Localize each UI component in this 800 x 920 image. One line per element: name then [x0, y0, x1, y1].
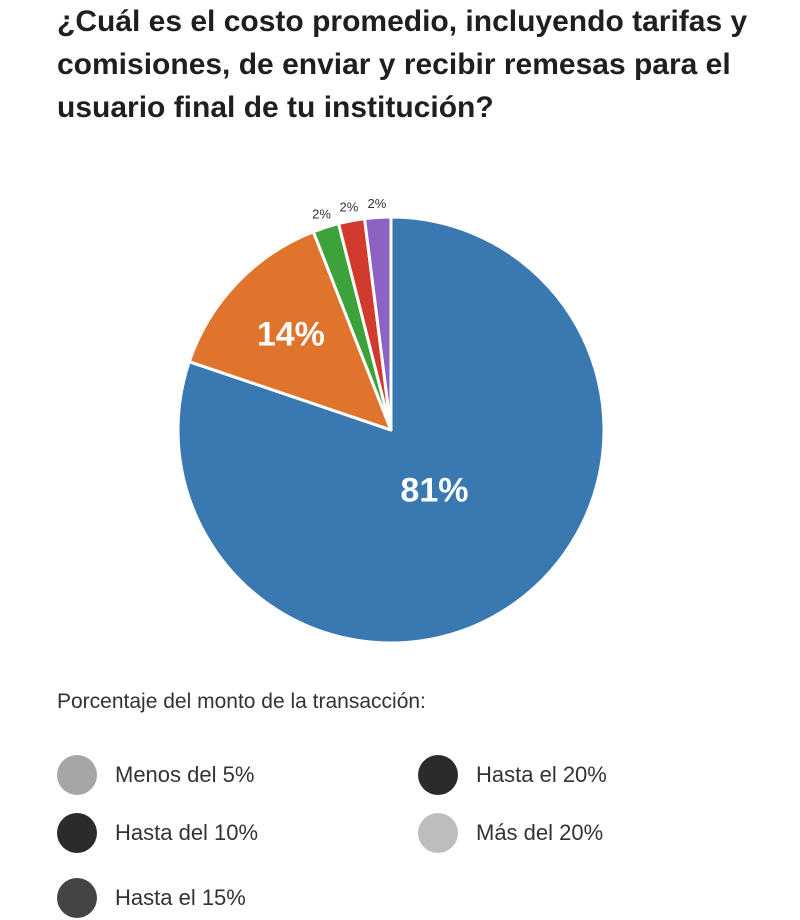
legend-swatch	[57, 878, 97, 918]
legend-label: Hasta el 15%	[115, 885, 246, 910]
legend-item-menos-del-5: Menos del 5%	[57, 755, 254, 795]
legend-item-hasta-el-20: Hasta el 20%	[418, 755, 607, 795]
legend-item-mas-del-20: Más del 20%	[418, 813, 603, 853]
pie-slice-label-3: 2%	[339, 199, 358, 214]
legend-label: Más del 20%	[476, 820, 604, 845]
legend-label: Hasta el 20%	[476, 762, 607, 787]
legend-swatch	[57, 755, 97, 795]
legend-item-hasta-del-10: Hasta del 10%	[57, 813, 258, 853]
legend-title: Porcentaje del monto de la transacción:	[57, 690, 426, 713]
legend-swatch	[418, 755, 458, 795]
legend-swatch	[57, 813, 97, 853]
pie-slice-label-1: 14%	[257, 315, 325, 353]
legend-label: Hasta del 10%	[115, 820, 259, 845]
pie-slice-0	[176, 215, 606, 645]
legend-item-hasta-el-15: Hasta el 15%	[57, 878, 246, 918]
pie-slice-label-2: 2%	[312, 206, 331, 221]
legend-label: Menos del 5%	[115, 762, 255, 787]
pie-slice-1	[187, 230, 393, 432]
pie-slice-label-0: 81%	[400, 472, 468, 510]
legend-swatch	[418, 813, 458, 853]
pie-slice-4	[363, 215, 393, 432]
pie-slice-label-4: 2%	[367, 196, 386, 211]
pie-chart: 81% 14% 2% 2% 2%	[176, 196, 606, 645]
chart-title: ¿Cuál es el costo promedio, incluyendo t…	[57, 5, 748, 124]
